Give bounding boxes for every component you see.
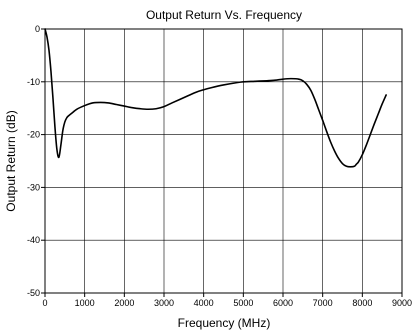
y-axis-label: Output Return (dB) xyxy=(4,110,18,211)
x-tick-label: 2000 xyxy=(114,298,134,308)
y-tick-label: -10 xyxy=(27,77,40,87)
x-tick-label: 9000 xyxy=(392,298,412,308)
y-tick-label: 0 xyxy=(35,24,40,34)
y-tick-label: -30 xyxy=(27,182,40,192)
x-tick-label: 4000 xyxy=(194,298,214,308)
x-tick-label: 1000 xyxy=(75,298,95,308)
axis-ticks xyxy=(41,28,403,297)
series-line xyxy=(44,28,387,168)
x-tick-label: 0 xyxy=(42,298,47,308)
chart-title: Output Return Vs. Frequency xyxy=(146,8,302,22)
y-tick-label: -40 xyxy=(27,235,40,245)
x-tick-label: 8000 xyxy=(352,298,372,308)
y-tick-label: -20 xyxy=(27,130,40,140)
x-tick-label: 7000 xyxy=(313,298,333,308)
x-tick-label: 3000 xyxy=(154,298,174,308)
grid-lines xyxy=(45,29,402,293)
x-tick-label: 6000 xyxy=(273,298,293,308)
plot-frame xyxy=(44,28,403,294)
y-tick-labels: 0 -10 -20 -30 -40 -50 xyxy=(27,24,40,298)
x-axis-label: Frequency (MHz) xyxy=(178,316,271,330)
x-tick-labels: 0 1000 2000 3000 4000 5000 6000 7000 8000 9000 xyxy=(42,298,412,308)
y-tick-label: -50 xyxy=(27,288,40,298)
x-tick-label: 5000 xyxy=(233,298,253,308)
